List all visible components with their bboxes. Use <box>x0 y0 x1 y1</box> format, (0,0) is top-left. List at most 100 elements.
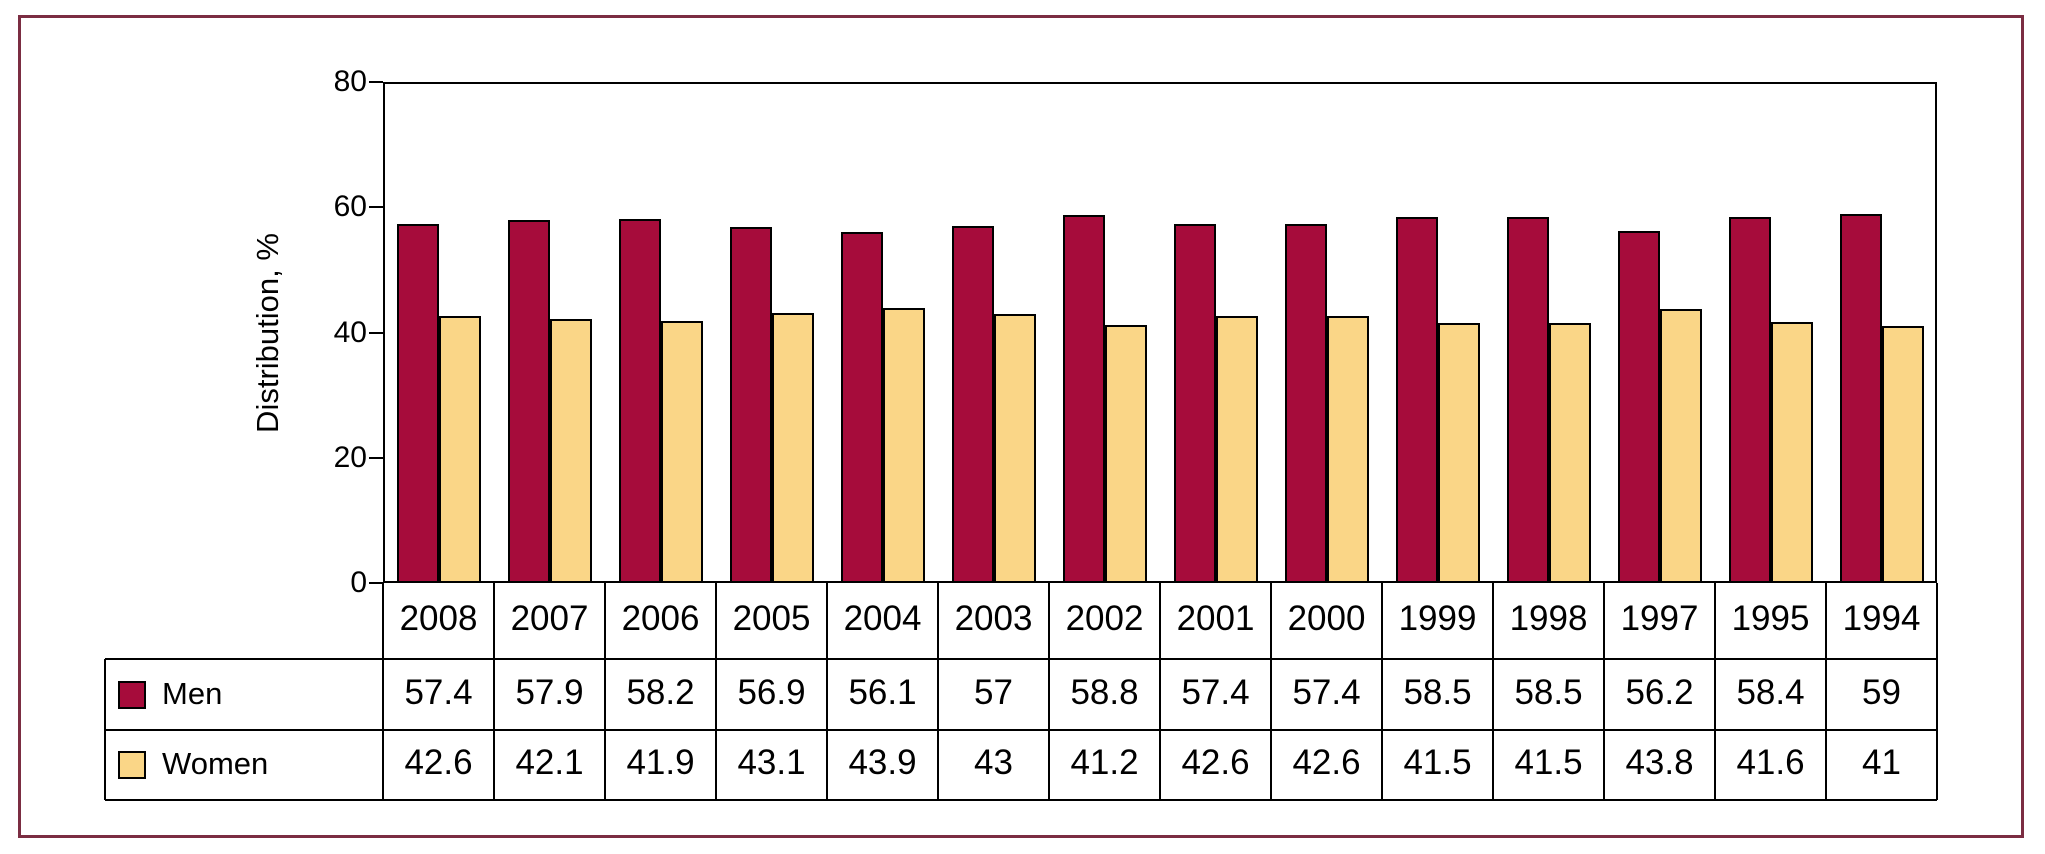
y-tick-mark <box>369 456 383 459</box>
y-tick-label: 20 <box>333 440 367 474</box>
table-line <box>826 583 828 800</box>
table-line <box>382 583 384 800</box>
bar-men-1998 <box>1506 216 1549 583</box>
value-cell-men: 57.4 <box>404 672 473 712</box>
bar-women-2005 <box>771 313 814 583</box>
value-cell-men: 57.4 <box>1292 672 1361 712</box>
bar-men-2006 <box>618 218 661 583</box>
value-cell-women: 43.1 <box>737 743 806 782</box>
value-cell-men: 57.4 <box>1181 672 1250 712</box>
value-cell-women: 42.1 <box>515 743 584 782</box>
y-tick-label: 40 <box>333 315 367 349</box>
year-cell: 1994 <box>1842 599 1921 638</box>
year-cell: 1998 <box>1509 599 1588 638</box>
table-line <box>105 658 1937 660</box>
bar-men-2000 <box>1284 223 1327 583</box>
table-line <box>1381 583 1383 800</box>
value-cell-women: 43.8 <box>1625 743 1694 782</box>
value-cell-men: 59 <box>1862 672 1901 712</box>
value-cell-women: 42.6 <box>1292 743 1361 782</box>
bar-men-2007 <box>507 220 550 583</box>
bar-women-2002 <box>1104 324 1147 583</box>
table-line <box>1936 583 1938 800</box>
value-cell-men: 58.4 <box>1736 672 1805 712</box>
bar-men-1994 <box>1839 213 1882 583</box>
year-cell: 1995 <box>1731 599 1810 638</box>
bar-women-1995 <box>1770 322 1813 583</box>
bar-women-2003 <box>993 313 1036 583</box>
bar-women-2004 <box>882 308 925 583</box>
value-cell-women: 41.9 <box>626 743 695 782</box>
table-line <box>105 799 1937 801</box>
y-tick-label: 0 <box>350 566 367 599</box>
bar-men-1999 <box>1395 216 1438 583</box>
bar-women-1998 <box>1548 323 1591 583</box>
y-tick-mark <box>369 331 383 334</box>
bar-women-1999 <box>1437 323 1480 583</box>
year-cell: 2007 <box>510 599 589 638</box>
value-cell-men: 57 <box>974 672 1013 712</box>
table-line <box>715 583 717 800</box>
value-cell-men: 56.2 <box>1625 672 1694 712</box>
year-cell: 2003 <box>954 599 1033 638</box>
value-cell-men: 56.9 <box>737 672 806 712</box>
table-line <box>1825 583 1827 800</box>
value-cell-men: 56.1 <box>848 672 917 712</box>
legend-swatch-women <box>118 751 146 779</box>
table-line <box>1048 583 1050 800</box>
year-cell: 2005 <box>732 599 811 638</box>
value-cell-women: 41 <box>1862 743 1901 782</box>
value-cell-women: 41.6 <box>1736 743 1805 782</box>
value-cell-men: 58.2 <box>626 672 695 712</box>
bar-women-1997 <box>1659 308 1702 583</box>
table-line <box>105 729 1937 731</box>
bar-men-1995 <box>1728 217 1771 583</box>
table-line <box>1714 583 1716 800</box>
legend-label-women: Women <box>162 746 269 781</box>
bar-women-2007 <box>549 319 592 583</box>
bar-men-2004 <box>840 231 883 583</box>
table-line <box>1270 583 1272 800</box>
value-cell-women: 42.6 <box>404 743 473 782</box>
bar-women-1994 <box>1881 326 1924 583</box>
y-tick-label: 60 <box>333 190 367 224</box>
y-tick-mark <box>369 81 383 83</box>
bar-men-2003 <box>951 226 994 583</box>
legend-label-men: Men <box>162 675 223 711</box>
value-cell-men: 58.5 <box>1403 672 1472 712</box>
bar-women-2008 <box>438 316 481 583</box>
table-line <box>104 659 106 800</box>
bar-men-2001 <box>1173 223 1216 583</box>
year-cell: 2006 <box>621 599 700 638</box>
value-cell-men: 57.9 <box>515 672 584 712</box>
bar-women-2006 <box>660 320 703 583</box>
year-cell: 1999 <box>1398 599 1477 638</box>
table-line <box>1492 583 1494 800</box>
year-cell: 1997 <box>1620 599 1699 638</box>
legend-swatch-men <box>118 680 146 709</box>
bar-men-2002 <box>1062 214 1105 583</box>
table-line <box>937 583 939 800</box>
year-cell: 2004 <box>843 599 922 638</box>
y-tick-label: 80 <box>333 65 367 98</box>
y-tick-mark <box>369 582 383 584</box>
year-cell: 2001 <box>1176 599 1255 638</box>
y-tick-mark <box>369 206 383 209</box>
value-cell-women: 41.5 <box>1514 743 1583 782</box>
table-line <box>493 583 495 800</box>
table-line <box>604 583 606 800</box>
table-line <box>1603 583 1605 800</box>
value-cell-women: 42.6 <box>1181 743 1250 782</box>
year-cell: 2002 <box>1065 599 1144 638</box>
bar-women-2001 <box>1215 316 1258 583</box>
bar-women-2000 <box>1326 316 1369 583</box>
year-cell: 2000 <box>1287 599 1366 638</box>
bar-men-2005 <box>729 226 772 583</box>
value-cell-women: 41.5 <box>1403 743 1472 782</box>
bar-men-2008 <box>396 223 439 583</box>
bar-men-1997 <box>1617 231 1660 583</box>
value-cell-men: 58.8 <box>1070 672 1139 712</box>
value-cell-women: 41.2 <box>1070 743 1139 782</box>
table-line <box>1159 583 1161 800</box>
